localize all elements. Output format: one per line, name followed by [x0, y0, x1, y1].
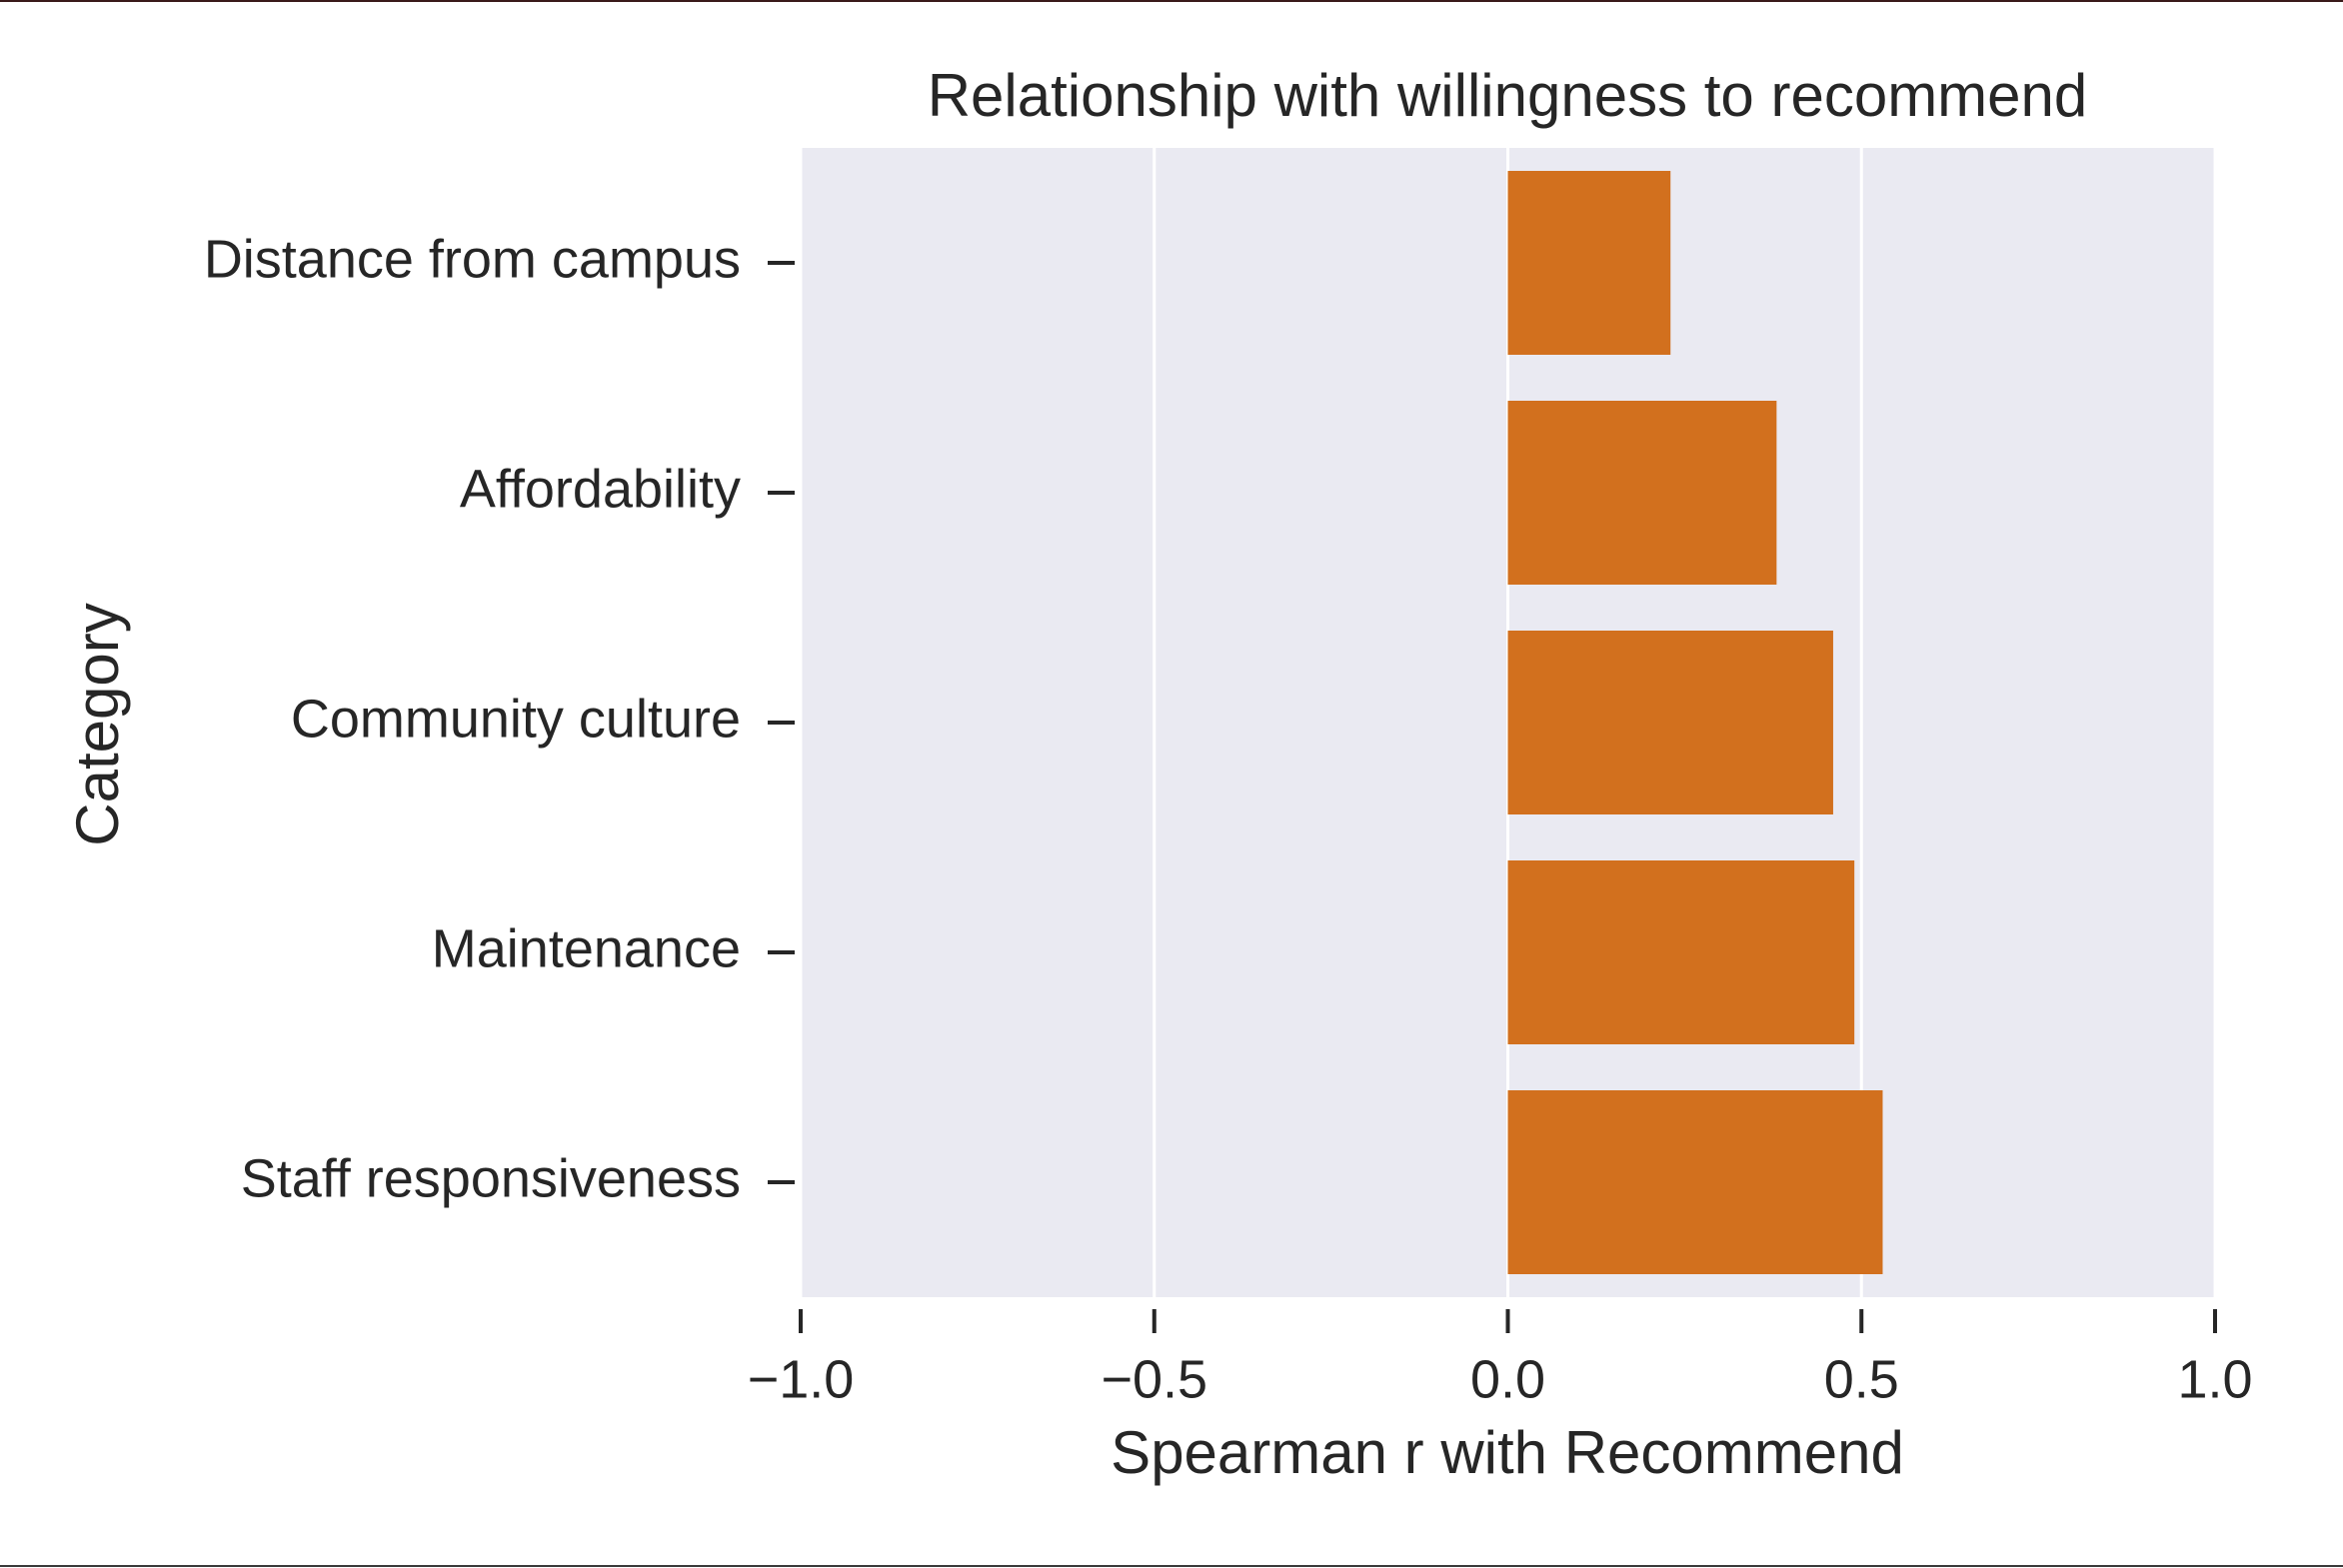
x-axis-label: Spearman r with Recommend — [1111, 1419, 1904, 1486]
y-tick-label: Community culture — [291, 689, 741, 749]
x-tick-label: 0.0 — [1470, 1349, 1545, 1409]
bar — [1507, 631, 1833, 814]
y-tick-label: Maintenance — [432, 918, 741, 978]
bar — [1507, 1090, 1883, 1274]
y-tick-label: Staff responsiveness — [241, 1148, 741, 1208]
x-tick-label: −0.5 — [1101, 1349, 1207, 1409]
y-tick-label: Distance from campus — [204, 229, 741, 289]
x-tick-label: −1.0 — [748, 1349, 855, 1409]
bar — [1507, 171, 1671, 355]
chart-title: Relationship with willingness to recomme… — [928, 62, 2088, 129]
y-tick-label: Affordability — [460, 459, 741, 519]
y-axis-label: Category — [64, 603, 131, 845]
x-tick-label: 1.0 — [2177, 1349, 2252, 1409]
x-tick-label: 0.5 — [1824, 1349, 1899, 1409]
bar — [1507, 401, 1777, 585]
bar — [1507, 860, 1855, 1044]
